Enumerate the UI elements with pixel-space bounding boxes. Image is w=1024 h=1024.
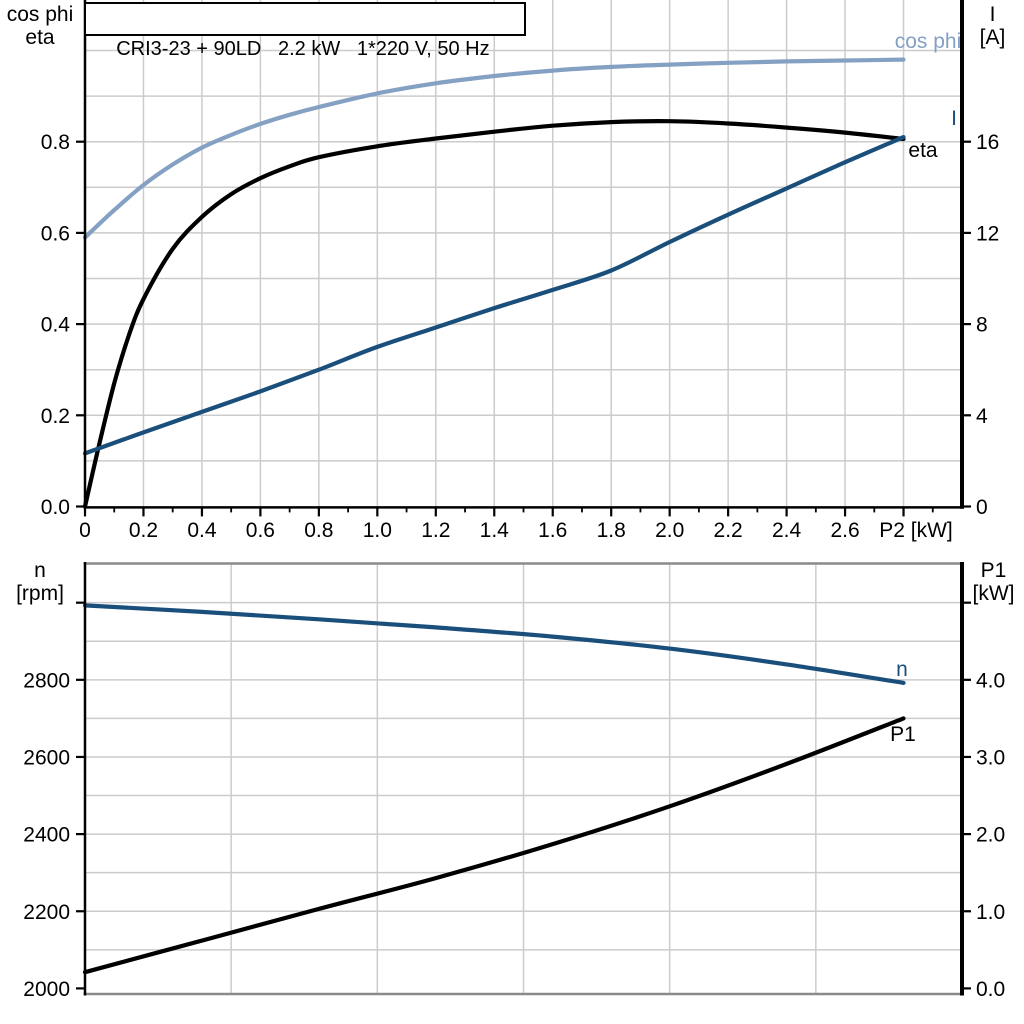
curve-I: [82, 135, 906, 456]
speed-axis-label-line1: n: [34, 559, 46, 582]
curve-label-cos-phi: cos phi: [895, 30, 962, 53]
top-chart-curves: [82, 57, 906, 509]
x-tick-label: 2.2: [714, 519, 743, 542]
chart-title: CRI3-23 + 90LD 2.2 kW 1*220 V, 50 Hz: [116, 38, 490, 60]
curve-label-I: I: [951, 107, 957, 130]
power-tick-label: 3.0: [976, 746, 1005, 769]
left-tick-label: 0.8: [41, 131, 70, 154]
curve-label-eta: eta: [908, 139, 938, 162]
speed-tick-label: 2200: [23, 901, 70, 924]
top-chart-gridlines: [85, 0, 962, 508]
curve-eta: [82, 119, 906, 509]
top-chart-axes: [83, 0, 964, 509]
left-axis-label-line1: cos phi: [6, 3, 74, 26]
power-tick-label: 4.0: [976, 669, 1005, 692]
right-tick-label: 4: [976, 405, 988, 428]
speed-tick-label: 2000: [23, 978, 70, 1001]
bottom-chart-ticks-and-labels: 2000 2200 2400 2600 2800 0.0 1.0 2.0 3.0 4.0: [23, 601, 1005, 1001]
bottom-chart-gridlines: [85, 563, 962, 994]
speed-tick-label: 2800: [23, 669, 70, 692]
x-tick-label: 0.8: [304, 519, 333, 542]
speed-axis-label-line2: [rpm]: [16, 582, 64, 605]
curve-label-n: n: [896, 658, 908, 681]
top-chart-left-axis-label: cos phi eta: [0, 3, 80, 49]
x-tick-label: 1.6: [538, 519, 567, 542]
top-chart-right-axis-label: I [A]: [965, 3, 1020, 49]
top-chart-curve-labels: cos phi eta I: [895, 30, 962, 162]
x-tick-label: 2.0: [655, 519, 684, 542]
left-tick-label: 0.0: [41, 496, 70, 519]
x-tick-label: 0.2: [129, 519, 158, 542]
power-axis-label-line2: [kW]: [972, 582, 1015, 605]
x-tick-label: 1.0: [363, 519, 392, 542]
x-tick-label: 0.4: [187, 519, 217, 542]
left-tick-label: 0.4: [41, 314, 71, 337]
right-tick-label: 16: [976, 131, 999, 154]
x-axis-title: P2 [kW]: [879, 519, 953, 542]
top-chart: 0.0 0.2 0.4 0.6 0.8 0 4 8 12 16 0 0.2 0.4 0.6 0.8 1.0 1.…: [41, 0, 1000, 542]
right-tick-label: 12: [976, 222, 999, 245]
power-tick-label: 1.0: [976, 901, 1005, 924]
bottom-chart-axes: [83, 562, 964, 996]
curve-label-P1: P1: [890, 723, 916, 746]
right-tick-label: 8: [976, 314, 988, 337]
x-tick-label: 2.4: [772, 519, 802, 542]
left-axis-label-line2: eta: [25, 26, 55, 49]
x-tick-label: 2.6: [830, 519, 859, 542]
curve-n: [82, 603, 906, 685]
x-tick-label: 0.6: [246, 519, 275, 542]
power-tick-label: 0.0: [976, 978, 1005, 1001]
top-chart-ticks-and-labels: 0.0 0.2 0.4 0.6 0.8 0 4 8 12 16 0 0.2 0.4 0.6 0.8 1.0 1.…: [41, 131, 1000, 542]
bottom-chart-right-axis-label: P1 [kW]: [963, 559, 1024, 605]
bottom-chart-curve-labels: n P1: [890, 658, 916, 746]
chart-title-box: CRI3-23 + 90LD 2.2 kW 1*220 V, 50 Hz: [84, 2, 526, 60]
speed-tick-label: 2600: [23, 746, 70, 769]
curve-cos-phi: [82, 57, 906, 240]
right-axis-label-line2: [A]: [979, 26, 1006, 49]
x-tick-label: 1.2: [421, 519, 450, 542]
speed-tick-label: 2400: [23, 824, 70, 847]
left-tick-label: 0.2: [41, 405, 70, 428]
curve-P1: [82, 716, 906, 975]
x-tick-label: 1.4: [480, 519, 510, 542]
x-tick-label: 1.8: [597, 519, 626, 542]
power-axis-label-line1: P1: [980, 559, 1007, 582]
bottom-chart: 2000 2200 2400 2600 2800 0.0 1.0 2.0 3.0 4.0 n P1: [23, 562, 1005, 1001]
right-tick-label: 0: [976, 496, 988, 519]
bottom-chart-left-axis-label: n [rpm]: [2, 559, 78, 605]
bottom-chart-curves: [82, 603, 906, 975]
power-tick-label: 2.0: [976, 824, 1005, 847]
right-axis-label-line1: I: [989, 3, 996, 26]
x-tick-label: 0: [79, 519, 91, 542]
left-tick-label: 0.6: [41, 222, 70, 245]
